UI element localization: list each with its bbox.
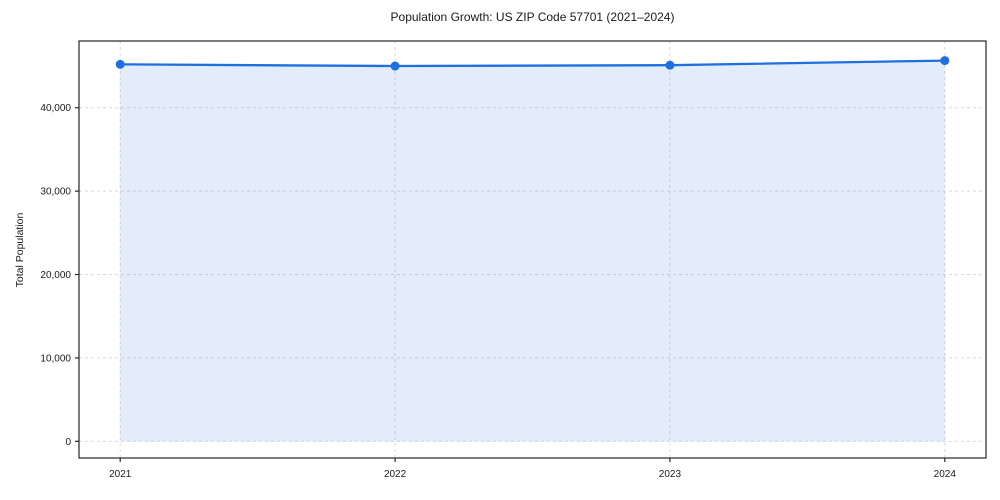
data-point-marker [665,60,675,70]
y-tick-label: 40,000 [40,103,71,114]
series-area-fill [120,60,945,442]
data-point-marker [940,56,950,66]
x-tick-label: 2021 [109,469,132,480]
y-tick-label: 0 [65,437,71,448]
x-tick-label: 2024 [934,469,957,480]
chart-title: Population Growth: US ZIP Code 57701 (20… [390,10,675,24]
plot-border [78,40,987,459]
x-tick-label: 2023 [659,469,682,480]
series-line [119,59,946,68]
x-tick-label: 2022 [384,469,407,480]
y-tick-label: 30,000 [40,187,71,198]
y-tick-label: 20,000 [40,270,71,281]
data-point-marker [390,61,400,71]
y-tick-label: 10,000 [40,353,71,364]
data-point-marker [115,59,125,69]
